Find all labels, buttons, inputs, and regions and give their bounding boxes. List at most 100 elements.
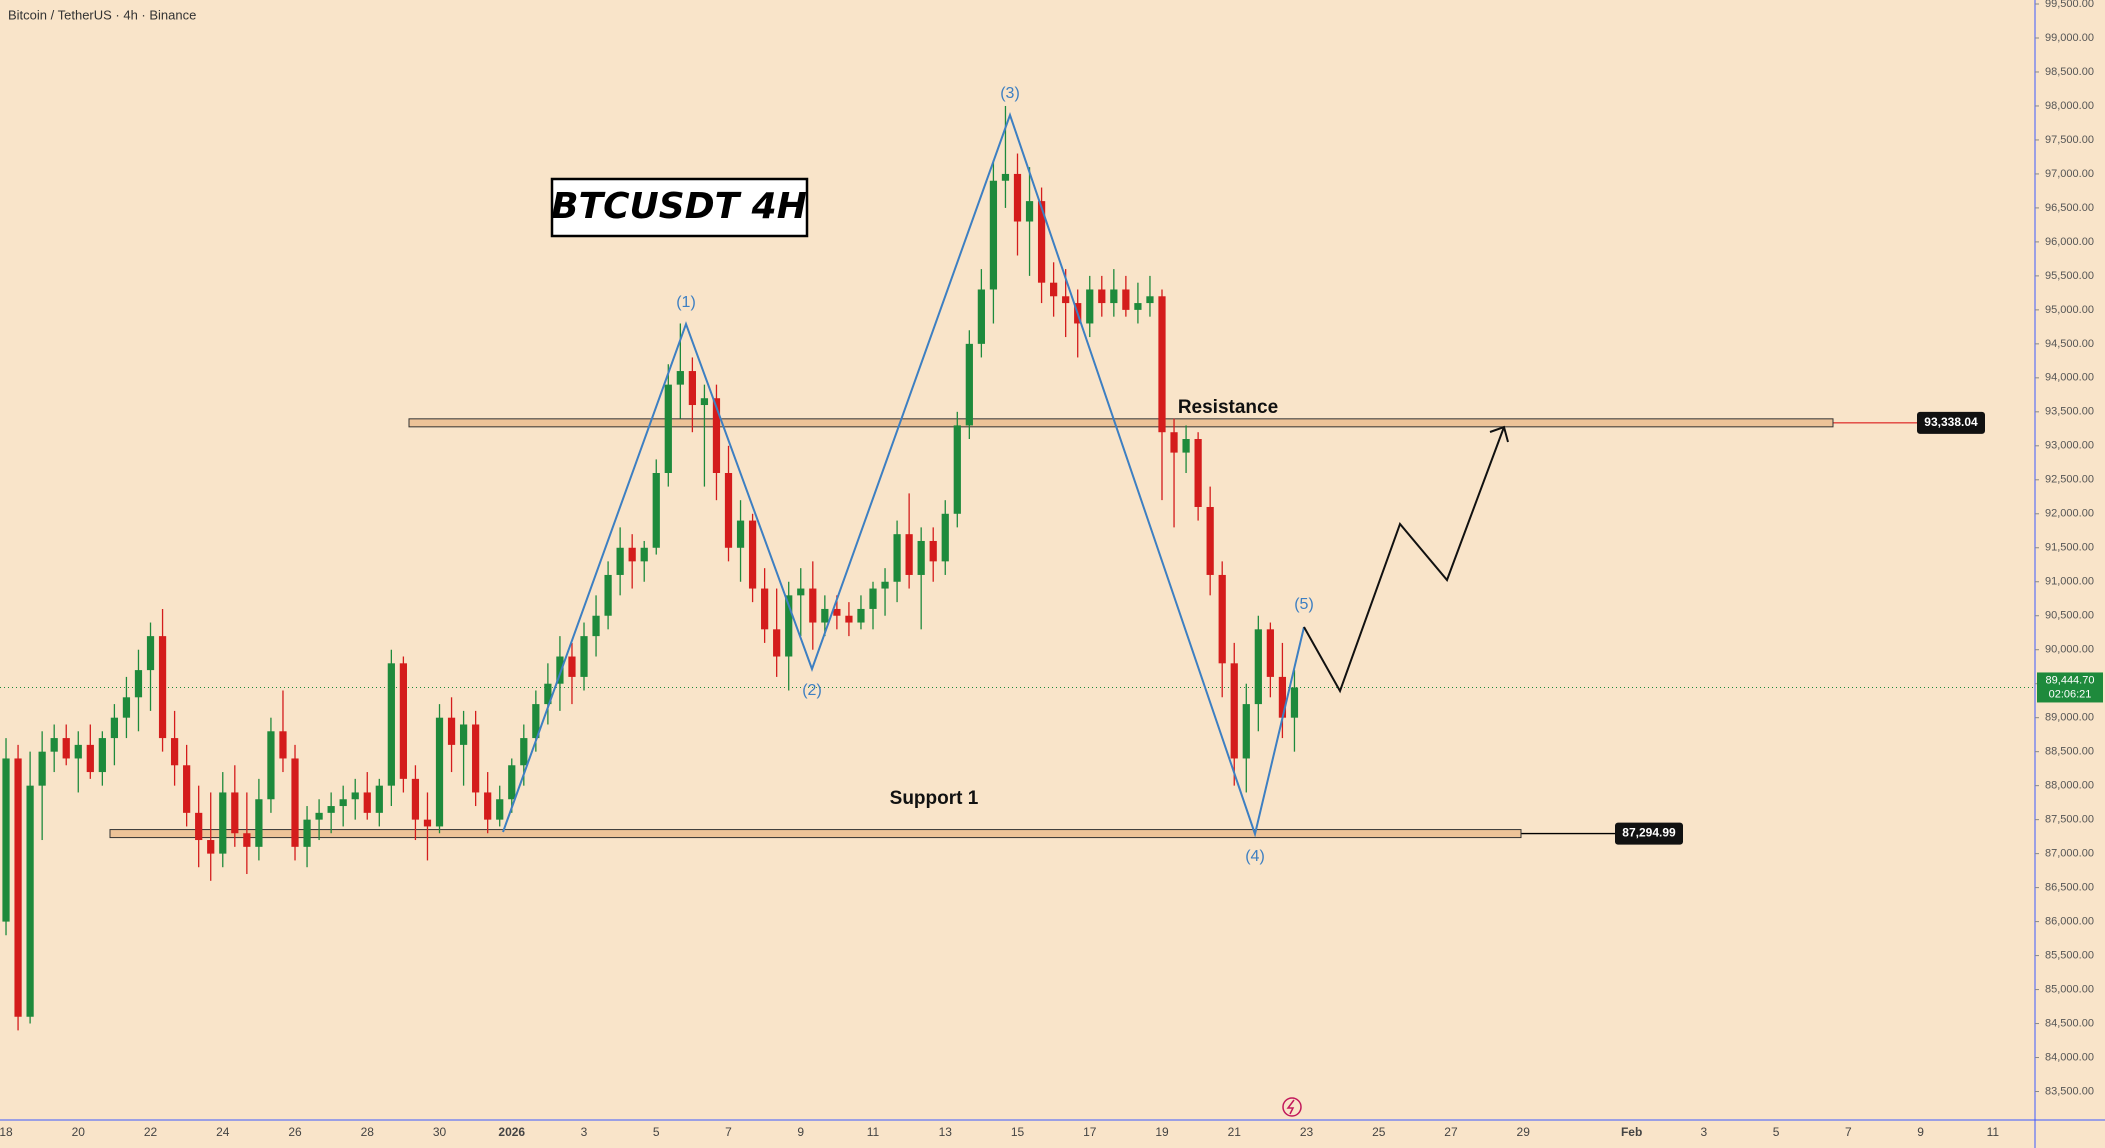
candle-body bbox=[496, 799, 504, 820]
x-tick-label: 24 bbox=[216, 1125, 230, 1139]
candle-body bbox=[62, 738, 70, 759]
candle-body bbox=[363, 792, 371, 813]
y-tick-label: 95,500.00 bbox=[2045, 270, 2094, 282]
wave-label: (2) bbox=[802, 682, 822, 699]
candle-body bbox=[712, 398, 721, 473]
x-tick-label: 3 bbox=[1701, 1125, 1708, 1139]
candle-body bbox=[447, 717, 456, 745]
candle-body bbox=[435, 717, 444, 827]
x-tick-label: 30 bbox=[433, 1125, 447, 1139]
y-tick-label: 86,000.00 bbox=[2045, 916, 2094, 928]
candle-body bbox=[676, 371, 684, 385]
candle-body bbox=[219, 792, 227, 854]
candle-body bbox=[1182, 439, 1190, 453]
candle-body bbox=[1242, 704, 1250, 759]
candle-body bbox=[700, 398, 709, 406]
projection-line bbox=[1303, 426, 1505, 694]
x-tick-label: 13 bbox=[939, 1125, 953, 1139]
candle-body bbox=[845, 615, 853, 623]
title-box bbox=[550, 177, 809, 238]
candle-body bbox=[1170, 432, 1178, 453]
x-tick-label: 28 bbox=[361, 1125, 375, 1139]
candle-body bbox=[243, 833, 251, 847]
y-tick-label: 99,000.00 bbox=[2045, 32, 2094, 44]
candle-body bbox=[339, 799, 347, 807]
level-name: Support 1 bbox=[890, 788, 979, 809]
candle-body bbox=[556, 656, 564, 684]
x-tick-label: 23 bbox=[1300, 1125, 1314, 1139]
candle-body bbox=[833, 608, 841, 616]
y-tick-label: 97,500.00 bbox=[2045, 134, 2094, 146]
candle-body bbox=[893, 534, 901, 582]
candle-body bbox=[459, 724, 468, 745]
y-tick-label: 93,000.00 bbox=[2045, 440, 2094, 452]
candle-body bbox=[508, 765, 516, 800]
candle-body bbox=[303, 819, 311, 847]
candle-body bbox=[411, 778, 420, 820]
x-tick-label: 7 bbox=[725, 1125, 732, 1139]
candle-body bbox=[1086, 289, 1094, 324]
candle-body bbox=[134, 670, 143, 698]
candle-body bbox=[977, 289, 985, 344]
candle-body bbox=[821, 608, 829, 623]
candle-body bbox=[773, 629, 781, 657]
candle-body bbox=[881, 581, 889, 589]
candle-body bbox=[809, 588, 817, 623]
candle-body bbox=[989, 180, 998, 290]
x-tick-label: 5 bbox=[653, 1125, 660, 1139]
y-tick-label: 84,000.00 bbox=[2045, 1051, 2094, 1063]
y-tick-label: 91,000.00 bbox=[2045, 576, 2094, 588]
candle-body bbox=[122, 697, 131, 718]
y-tick-label: 92,500.00 bbox=[2045, 474, 2094, 486]
candle-body bbox=[1254, 629, 1262, 705]
symbol-header: Bitcoin / TetherUS · 4h · Binance bbox=[8, 7, 196, 22]
candle-body bbox=[26, 785, 34, 1017]
x-tick-label: 2026 bbox=[498, 1125, 525, 1139]
wave-label: (5) bbox=[1294, 596, 1314, 613]
candle-body bbox=[399, 663, 407, 779]
candle-body bbox=[965, 343, 973, 426]
y-tick-label: 87,000.00 bbox=[2045, 848, 2094, 860]
candle-body bbox=[1122, 289, 1130, 310]
x-tick-label: 26 bbox=[288, 1125, 302, 1139]
candle-body bbox=[472, 724, 480, 793]
candle-body bbox=[628, 547, 636, 562]
y-tick-label: 95,000.00 bbox=[2045, 304, 2094, 316]
y-tick-label: 90,000.00 bbox=[2045, 644, 2094, 656]
y-tick-label: 94,000.00 bbox=[2045, 372, 2094, 384]
candle-body bbox=[761, 588, 769, 630]
candle-body bbox=[291, 758, 299, 847]
y-tick-label: 89,000.00 bbox=[2045, 712, 2094, 724]
x-tick-label: 22 bbox=[144, 1125, 158, 1139]
candle-body bbox=[1110, 289, 1118, 304]
x-tick-label: 9 bbox=[797, 1125, 804, 1139]
candle-body bbox=[86, 744, 94, 773]
level-layer: Resistance 93,338.04 Support 1 87,294.99 bbox=[109, 397, 1985, 845]
last-price-label: 89,444.70 bbox=[2046, 674, 2095, 686]
projection-arrow bbox=[1489, 425, 1509, 443]
y-tick-label: 97,000.00 bbox=[2045, 168, 2094, 180]
candle-body bbox=[520, 738, 528, 766]
candle-body bbox=[544, 683, 552, 705]
countdown-label: 02:06:21 bbox=[2049, 688, 2092, 700]
x-tick-label: 21 bbox=[1228, 1125, 1242, 1139]
candle-body bbox=[1037, 201, 1046, 283]
candle-body bbox=[580, 636, 588, 677]
candle-body bbox=[1290, 687, 1299, 718]
candle-body bbox=[1266, 629, 1274, 677]
candle-body bbox=[50, 738, 58, 752]
candle-body bbox=[1013, 173, 1022, 222]
y-tick-label: 83,500.00 bbox=[2045, 1085, 2094, 1097]
candle-body bbox=[375, 785, 383, 813]
level-label-box bbox=[1917, 411, 1985, 434]
y-tick-label: 99,500.00 bbox=[2045, 0, 2094, 10]
x-tick-label: 7 bbox=[1845, 1125, 1852, 1139]
x-tick-label: 17 bbox=[1083, 1125, 1097, 1139]
event-icon-bolt bbox=[1286, 1099, 1295, 1115]
level-name: Resistance bbox=[1178, 397, 1278, 418]
candle-body bbox=[1158, 296, 1166, 433]
candle-body bbox=[1146, 296, 1154, 304]
